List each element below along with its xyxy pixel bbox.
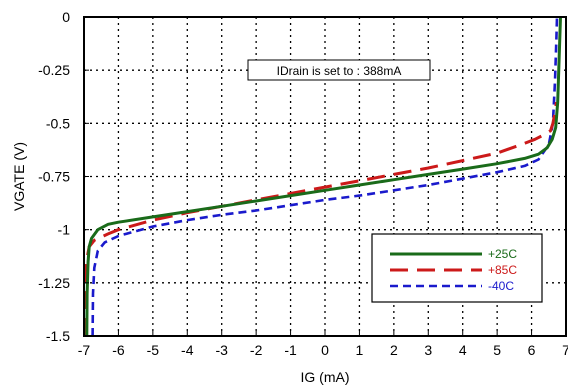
x-tick-label: 6 bbox=[528, 342, 536, 358]
series-line-85c bbox=[84, 101, 558, 336]
x-axis-title: IG (mA) bbox=[301, 369, 350, 385]
legend-label: +85C bbox=[488, 263, 517, 277]
x-tick-label: -4 bbox=[181, 342, 194, 358]
x-tick-label: 2 bbox=[390, 342, 398, 358]
y-tick-label: -0.25 bbox=[38, 62, 70, 78]
x-tick-label: 7 bbox=[562, 342, 568, 358]
y-tick-label: 0 bbox=[62, 9, 70, 25]
x-axis: -7 -6 -5 -4 -3 -2 -1 0 1 2 3 4 5 6 7 bbox=[78, 331, 568, 358]
legend-frame bbox=[371, 233, 543, 303]
x-tick-label: 1 bbox=[356, 342, 364, 358]
legend-items: +25C +85C -40C bbox=[390, 247, 517, 293]
x-tick-label: -5 bbox=[147, 342, 160, 358]
y-tick-label: -1 bbox=[58, 222, 71, 238]
y-tick-label: -1.5 bbox=[46, 328, 70, 344]
x-tick-label: 4 bbox=[459, 342, 467, 358]
x-tick-label: 0 bbox=[321, 342, 329, 358]
series-layer bbox=[84, 17, 562, 336]
x-tick-label: -1 bbox=[284, 342, 297, 358]
legend: +25C +85C -40C bbox=[371, 233, 543, 303]
x-tick-label: 3 bbox=[424, 342, 432, 358]
x-tick-label: -3 bbox=[215, 342, 228, 358]
y-tick-label: -0.5 bbox=[46, 115, 70, 131]
x-tick-label: 5 bbox=[493, 342, 501, 358]
x-tick-label: -7 bbox=[78, 342, 91, 358]
x-tick-label: -2 bbox=[250, 342, 263, 358]
x-tick-label: -6 bbox=[112, 342, 125, 358]
legend-label: -40C bbox=[488, 279, 514, 293]
y-axis-title: VGATE (V) bbox=[11, 142, 27, 211]
series-line-25c bbox=[85, 17, 562, 336]
legend-label: +25C bbox=[488, 247, 517, 261]
annotation-box: IDrain is set to : 388mA bbox=[247, 59, 431, 81]
y-tick-label: -0.75 bbox=[38, 169, 70, 185]
annotation-text: IDrain is set to : 388mA bbox=[277, 64, 402, 78]
y-axis: 0 -0.25 -0.5 -0.75 -1 -1.25 -1.5 bbox=[38, 9, 89, 344]
annotation-frame bbox=[247, 59, 431, 81]
y-tick-label: -1.25 bbox=[38, 275, 70, 291]
